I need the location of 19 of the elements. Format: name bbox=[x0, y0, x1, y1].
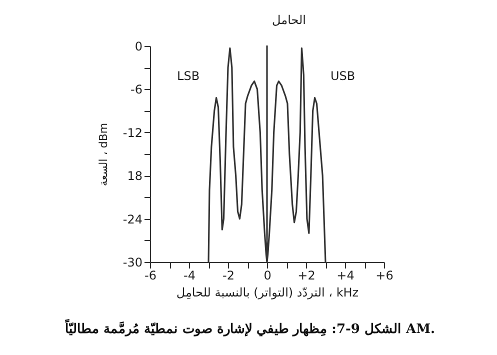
annotation: الحامل bbox=[272, 13, 306, 27]
x-tick-label: -6 bbox=[144, 268, 156, 282]
x-tick-label: -2 bbox=[222, 268, 234, 282]
annotation: USB bbox=[330, 68, 356, 83]
y-tick-label: -12 bbox=[122, 126, 142, 140]
annotation: LSB bbox=[177, 68, 200, 83]
x-tick-label: 0 bbox=[264, 268, 272, 282]
x-tick-label: +4 bbox=[336, 268, 354, 282]
y-tick-label: -30 bbox=[122, 256, 142, 270]
y-axis-title: السعة ، dBm bbox=[96, 122, 110, 186]
y-tick-label: -24 bbox=[122, 212, 142, 226]
x-tick-label: -4 bbox=[184, 268, 196, 282]
x-tick-label: +2 bbox=[298, 268, 316, 282]
text: الشكل 9-7: مِظهار طيفي لإشارة صوت نمطيّة مُرمَّمة مطاليّاً AM. bbox=[64, 318, 436, 337]
y-tick-label: 0 bbox=[134, 40, 142, 54]
y-tick-label: -6 bbox=[130, 82, 142, 97]
y-tick-label: 18 bbox=[127, 169, 142, 184]
x-tick-label: +6 bbox=[376, 268, 394, 282]
x-axis-title: التردّد (التواتر) بالنسبة للحامِل ، kHz bbox=[176, 286, 359, 300]
